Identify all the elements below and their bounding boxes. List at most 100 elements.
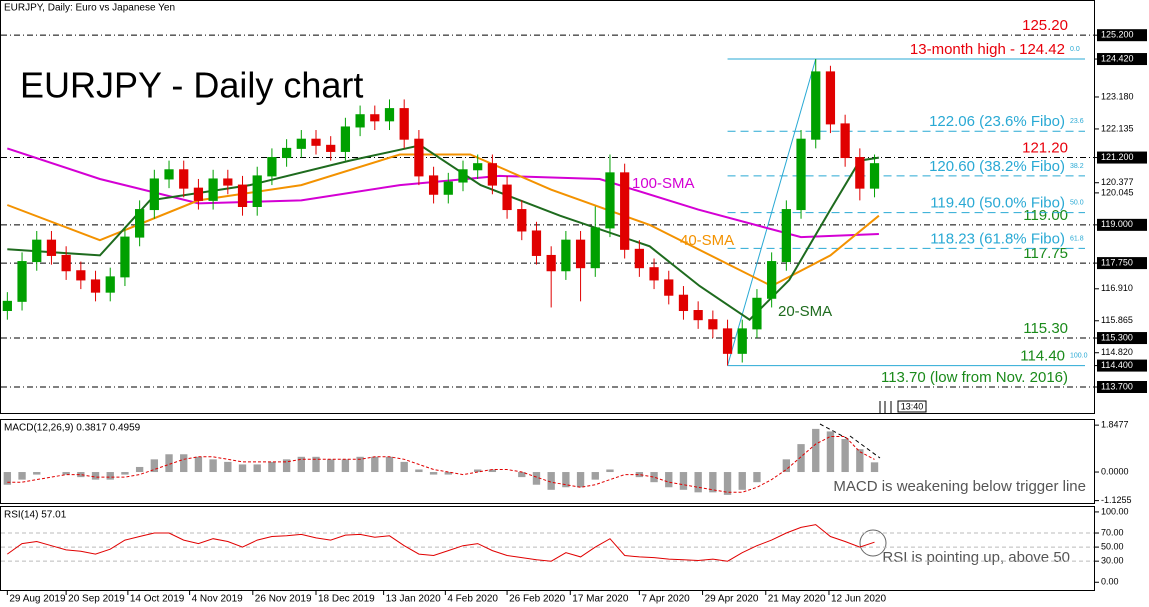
candle-body <box>296 138 306 149</box>
level-label: 117.75 <box>1023 245 1068 262</box>
macd-bar <box>547 472 555 490</box>
macd-bar <box>18 472 26 480</box>
candle-body <box>664 279 674 296</box>
candle-body <box>311 138 321 146</box>
macd-bar <box>665 472 673 488</box>
y-tick-box <box>1097 359 1147 372</box>
y-tick-label: 125.200 <box>1101 30 1134 40</box>
macd-bar <box>753 472 761 483</box>
candle-body <box>17 261 27 302</box>
macd-panel <box>0 419 1095 504</box>
candle-body <box>781 209 791 263</box>
candle-body <box>355 114 365 128</box>
macd-bar <box>429 472 438 475</box>
candle-body <box>634 248 644 269</box>
macd-signal <box>7 436 875 493</box>
candle-body <box>855 157 865 189</box>
candle-body <box>105 276 115 293</box>
macd-bar <box>532 472 541 485</box>
macd-bar <box>591 472 599 480</box>
candle-body <box>237 184 248 208</box>
macd-bar <box>121 472 129 475</box>
macd-bar <box>870 462 879 473</box>
candle-body <box>414 138 424 177</box>
fibo-tag: 50.0 <box>1070 199 1084 206</box>
y-tick-label: 0.00 <box>1101 577 1119 587</box>
x-tick-label: 21 May 2020 <box>768 594 826 605</box>
candle-body <box>605 172 615 229</box>
y-tick-box <box>1097 257 1147 270</box>
macd-bar <box>33 472 41 475</box>
macd-bar <box>562 472 570 488</box>
rsi-annotation: RSI is pointing up, above 50 <box>882 549 1070 566</box>
macd-bar <box>371 456 379 473</box>
header: EURJPY, Daily: Euro vs Japanese Yen <box>4 3 175 14</box>
candle-body <box>811 71 821 140</box>
candle-body <box>590 227 600 269</box>
fibo-label: 122.06 (23.6% Fibo) <box>929 113 1065 130</box>
macd-bar <box>194 456 203 473</box>
rsi-panel <box>0 506 1095 591</box>
macd-bar <box>474 469 482 473</box>
y-tick-label: 121.200 <box>1101 152 1134 162</box>
y-tick-label: 115.865 <box>1101 315 1133 325</box>
candle-body <box>767 261 777 299</box>
macd-bar <box>400 461 408 473</box>
candle-body <box>340 126 351 152</box>
candle-body <box>370 114 380 122</box>
candle-body <box>2 300 12 312</box>
candle-body <box>61 254 71 272</box>
x-tick-label: 12 Jun 2020 <box>831 594 886 605</box>
y-tick-label: 120.045 <box>1101 187 1134 197</box>
candle-body <box>428 175 439 195</box>
x-tick-label: 20 Sep 2019 <box>68 594 125 605</box>
macd-bar <box>738 472 746 490</box>
price-panel <box>0 0 1095 414</box>
time-label: 13:40 <box>901 401 924 411</box>
macd-bar <box>3 472 12 485</box>
candle-body <box>796 138 806 211</box>
fibo-label: 120.60 (38.2% Fibo) <box>929 158 1065 175</box>
macd-bar <box>694 472 702 493</box>
macd-bar <box>856 449 864 473</box>
candle-body <box>281 147 292 159</box>
candle-body <box>840 123 850 159</box>
x-tick-label: 29 Aug 2019 <box>9 594 66 605</box>
y-tick-label: 123.180 <box>1101 91 1134 101</box>
macd-bar <box>826 431 835 473</box>
y-tick-label: 119.000 <box>1101 219 1133 229</box>
level-label: 115.30 <box>1023 320 1068 337</box>
candle-body <box>252 175 262 208</box>
macd-bar <box>841 439 849 473</box>
candle-body <box>32 239 42 263</box>
rsi-title: RSI(14) 57.01 <box>4 510 67 521</box>
macd-bar <box>797 444 805 473</box>
macd-bar <box>606 469 614 473</box>
macd-bar <box>180 454 188 473</box>
candle-body <box>708 319 718 330</box>
rsi-highlight <box>859 529 887 557</box>
time-box <box>897 400 927 413</box>
level-label: 113.70 (low from Nov. 2016) <box>881 369 1068 386</box>
level-label: 121.20 <box>1022 140 1068 157</box>
macd-bar <box>165 454 173 473</box>
candle-body <box>443 181 453 195</box>
candle-body <box>693 310 703 321</box>
y-tick-box <box>1097 151 1147 164</box>
macd-bar <box>312 456 320 473</box>
macd-bar <box>488 469 497 473</box>
macd-bar <box>268 461 276 473</box>
candle-body <box>473 163 483 171</box>
macd-bar <box>356 456 364 473</box>
y-tick-label: 1.8477 <box>1101 420 1129 430</box>
candle-body <box>46 239 57 256</box>
chart-title: EURJPY - Daily chart <box>20 65 363 106</box>
fibo-tag: 38.2 <box>1070 163 1084 170</box>
x-tick-label: 13 Jan 2020 <box>386 594 441 605</box>
macd-bar <box>91 472 100 480</box>
y-tick-label: 116.910 <box>1101 283 1133 293</box>
fibo-label: 114.40 <box>1020 348 1065 365</box>
x-tick-label: 26 Nov 2019 <box>255 594 312 605</box>
candle-body <box>737 328 747 354</box>
